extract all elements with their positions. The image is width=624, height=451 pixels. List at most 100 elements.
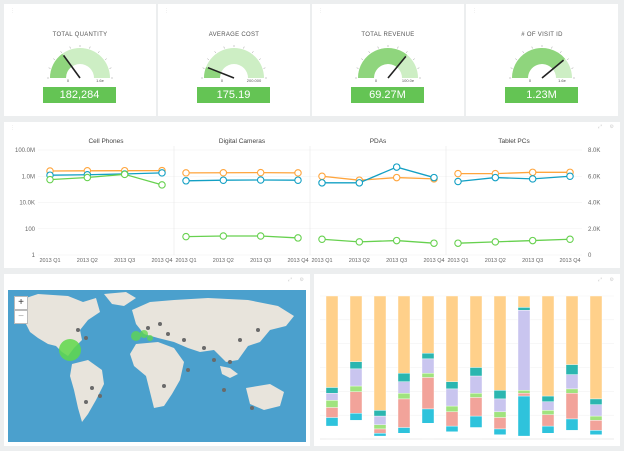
bar-segment[interactable] — [326, 400, 338, 407]
map-marker[interactable] — [90, 386, 94, 390]
bar-segment[interactable] — [350, 386, 362, 392]
bar-segment[interactable] — [398, 433, 410, 439]
bar-segment[interactable] — [470, 393, 482, 397]
bar-segment[interactable] — [326, 408, 338, 418]
bar-segment[interactable] — [542, 433, 554, 439]
bar-segment[interactable] — [422, 296, 434, 353]
bar-segment[interactable] — [470, 398, 482, 417]
data-point[interactable] — [356, 180, 362, 186]
expand-icon[interactable]: ⤢ — [288, 277, 292, 283]
data-point[interactable] — [295, 177, 301, 183]
bar-segment[interactable] — [446, 389, 458, 406]
map-marker[interactable] — [222, 388, 226, 392]
bar-segment[interactable] — [422, 353, 434, 359]
data-point[interactable] — [319, 236, 325, 242]
map-marker[interactable] — [186, 368, 190, 372]
bar-segment[interactable] — [350, 296, 362, 362]
bar-segment[interactable] — [446, 296, 458, 382]
bar-segment[interactable] — [590, 420, 602, 430]
map-marker[interactable] — [98, 394, 102, 398]
bar-segment[interactable] — [470, 296, 482, 368]
bar-segment[interactable] — [422, 409, 434, 423]
bar-segment[interactable] — [494, 435, 506, 439]
drag-handle-icon[interactable]: ⋮ — [10, 125, 15, 131]
data-point[interactable] — [183, 178, 189, 184]
bar-segment[interactable] — [590, 416, 602, 420]
data-point[interactable] — [393, 174, 399, 180]
bar-segment[interactable] — [350, 369, 362, 386]
bar-segment[interactable] — [566, 419, 578, 430]
bar-segment[interactable] — [542, 426, 554, 433]
bar-segment[interactable] — [326, 388, 338, 394]
bar-segment[interactable] — [326, 426, 338, 439]
map-bubble[interactable] — [147, 335, 153, 341]
data-point[interactable] — [319, 173, 325, 179]
bar-segment[interactable] — [446, 426, 458, 432]
data-point[interactable] — [257, 169, 263, 175]
bar-segment[interactable] — [494, 429, 506, 435]
map-bubble[interactable] — [131, 331, 141, 341]
bar-segment[interactable] — [398, 399, 410, 428]
data-point[interactable] — [393, 237, 399, 243]
map-marker[interactable] — [84, 336, 88, 340]
data-point[interactable] — [183, 233, 189, 239]
bar-segment[interactable] — [518, 307, 530, 310]
bar-segment[interactable] — [566, 375, 578, 389]
data-point[interactable] — [431, 174, 437, 180]
bar-segment[interactable] — [398, 373, 410, 382]
bar-segment[interactable] — [590, 405, 602, 416]
bar-segment[interactable] — [542, 296, 554, 396]
bar-segment[interactable] — [422, 423, 434, 439]
bar-segment[interactable] — [374, 296, 386, 410]
data-point[interactable] — [295, 170, 301, 176]
data-point[interactable] — [220, 177, 226, 183]
bar-segment[interactable] — [518, 393, 530, 396]
map-marker[interactable] — [202, 346, 206, 350]
bar-segment[interactable] — [422, 378, 434, 409]
zoom-out-button[interactable]: − — [14, 310, 28, 324]
data-point[interactable] — [121, 171, 127, 177]
bar-segment[interactable] — [566, 389, 578, 393]
map-bubble-large[interactable] — [59, 339, 81, 361]
data-point[interactable] — [455, 178, 461, 184]
bar-segment[interactable] — [494, 296, 506, 390]
data-point[interactable] — [356, 239, 362, 245]
data-point[interactable] — [492, 239, 498, 245]
map-marker[interactable] — [182, 338, 186, 342]
map-marker[interactable] — [228, 360, 232, 364]
bar-segment[interactable] — [350, 413, 362, 420]
bar-segment[interactable] — [494, 412, 506, 418]
bar-segment[interactable] — [590, 435, 602, 439]
bar-segment[interactable] — [350, 392, 362, 413]
data-point[interactable] — [393, 164, 399, 170]
bar-segment[interactable] — [518, 396, 530, 436]
map-marker[interactable] — [238, 338, 242, 342]
bar-segment[interactable] — [326, 418, 338, 427]
data-point[interactable] — [84, 174, 90, 180]
data-point[interactable] — [47, 176, 53, 182]
map-marker[interactable] — [76, 328, 80, 332]
settings-icon[interactable]: ⚙ — [610, 277, 614, 283]
data-point[interactable] — [431, 240, 437, 246]
bar-segment[interactable] — [590, 430, 602, 434]
bar-segment[interactable] — [398, 382, 410, 393]
bar-segment[interactable] — [374, 410, 386, 416]
data-point[interactable] — [567, 236, 573, 242]
bar-segment[interactable] — [566, 365, 578, 375]
bar-segment[interactable] — [542, 415, 554, 426]
data-point[interactable] — [492, 174, 498, 180]
bar-segment[interactable] — [422, 359, 434, 373]
bar-segment[interactable] — [566, 393, 578, 419]
bar-segment[interactable] — [446, 412, 458, 426]
map-bubble[interactable] — [140, 330, 148, 338]
bar-segment[interactable] — [326, 296, 338, 388]
expand-icon[interactable]: ⤢ — [598, 277, 602, 283]
settings-icon[interactable]: ⚙ — [610, 124, 614, 130]
data-point[interactable] — [529, 176, 535, 182]
map-marker[interactable] — [256, 328, 260, 332]
data-point[interactable] — [220, 170, 226, 176]
map-marker[interactable] — [166, 332, 170, 336]
bar-segment[interactable] — [326, 393, 338, 400]
data-point[interactable] — [529, 237, 535, 243]
data-point[interactable] — [455, 170, 461, 176]
